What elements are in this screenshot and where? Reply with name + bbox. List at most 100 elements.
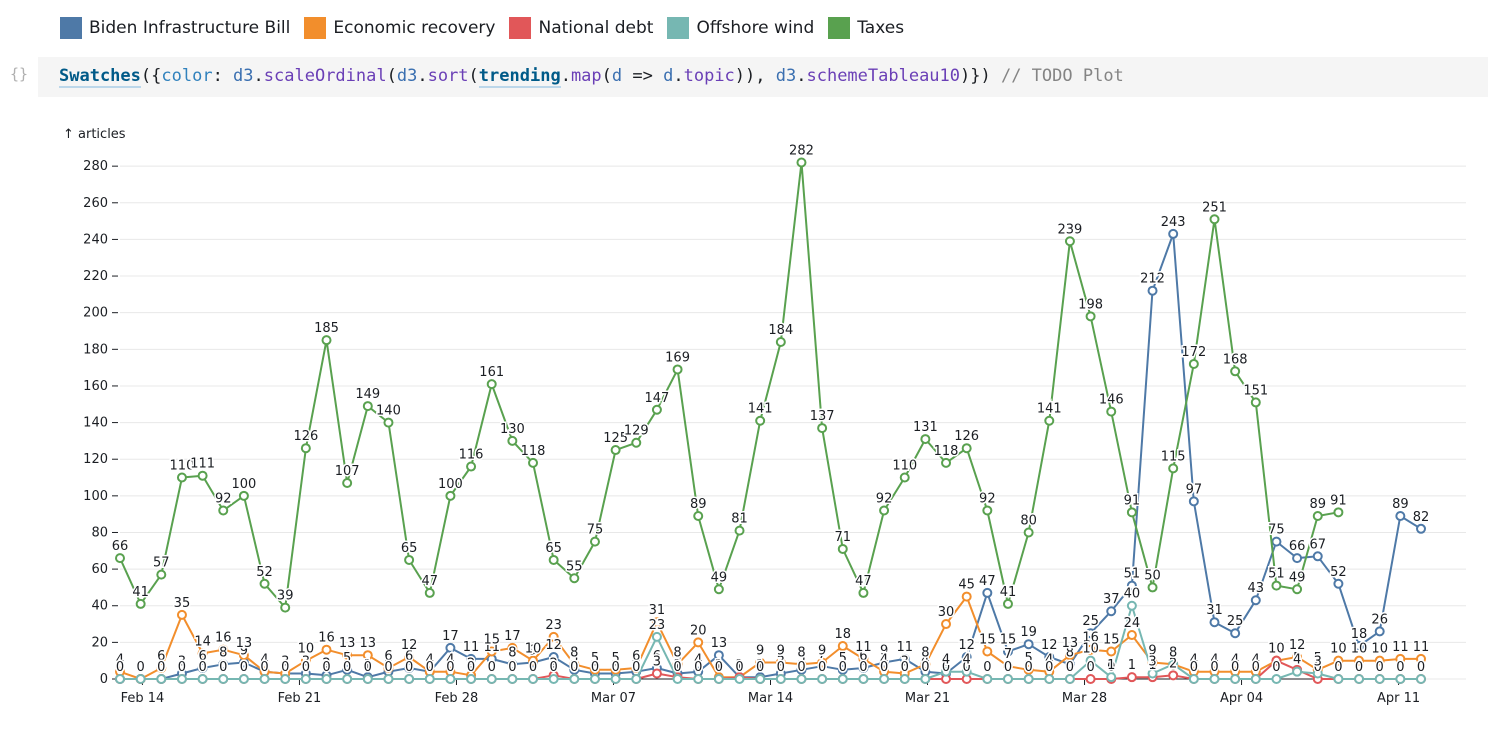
cell-braces-icon[interactable]: {} [10,65,29,83]
code-cell[interactable] [38,57,1488,97]
code-token: ( [468,66,479,86]
data-label: 0 [859,660,867,675]
code-token: )), [734,66,776,86]
data-label: 0 [137,660,145,675]
x-tick-label: Mar 21 [905,691,950,706]
data-label: 0 [343,660,351,675]
data-point [300,655,311,666]
data-point [1312,551,1323,562]
code-token: // TODO Plot [1000,66,1124,86]
data-point [135,598,146,609]
x-tick-label: Feb 14 [121,691,165,706]
data-label: 0 [694,660,702,675]
data-point [507,642,518,653]
data-label: 0 [1376,660,1384,675]
data-label: 31 [1206,603,1223,618]
data-label: 11 [896,640,913,655]
data-label: 0 [1355,660,1363,675]
data-label: 4 [426,653,434,668]
data-label: 0 [859,660,867,675]
data-point [362,674,373,684]
data-label: 4 [116,653,124,668]
data-label: 16 [1082,631,1099,646]
data-point [156,569,167,580]
data-label: 137 [810,409,835,424]
data-label: 10 [1330,642,1347,657]
data-label: 51 [1268,567,1285,582]
data-point [961,443,972,454]
data-point [156,674,167,684]
data-point [218,659,229,670]
data-label: 1 [735,658,743,673]
data-point [796,674,807,684]
data-point [486,379,497,390]
data-point [238,650,249,661]
legend-item: National debt [509,17,653,39]
data-point [755,415,766,426]
data-label: 243 [1161,215,1186,230]
data-label: 24 [1124,616,1141,631]
data-point [1416,674,1426,684]
data-label: 6 [405,649,413,664]
data-label: 0 [777,660,785,675]
data-point [1395,674,1406,684]
data-label: 0 [1417,660,1425,675]
data-label: 0 [467,660,475,675]
data-label: 57 [153,556,170,571]
data-point [404,663,415,674]
data-point [982,505,993,516]
data-point [651,404,662,415]
data-label: 5 [1293,651,1301,666]
data-label: 8 [673,645,681,660]
data-point [1106,646,1117,657]
data-point [528,457,539,468]
data-label: 47 [421,574,438,589]
data-label: 5 [611,651,619,666]
data-label: 0 [260,660,268,675]
data-label: 47 [979,574,996,589]
data-label: 2 [550,656,558,671]
data-point [1292,584,1303,595]
data-label: 15 [1103,633,1120,648]
data-point [1023,639,1034,650]
data-point [528,655,539,666]
legend-label: Taxes [857,18,905,38]
data-label: 4 [1210,653,1218,668]
data-point [445,674,456,684]
data-label: 0 [550,660,558,675]
data-point [610,674,621,684]
data-point [589,674,600,684]
data-point [466,653,477,664]
code-token: d3 [233,66,254,86]
data-point [197,470,208,481]
data-label: 43 [1248,581,1265,596]
data-point [1085,674,1096,684]
data-label: 0 [137,660,145,675]
data-label: 0 [983,660,991,675]
data-point [404,554,415,565]
data-point [507,435,518,446]
data-label: 2 [1169,656,1177,671]
data-label: 50 [1144,568,1161,583]
data-point [817,657,828,668]
data-point [1126,507,1137,518]
data-point [569,573,580,584]
data-label: 0 [322,660,330,675]
data-point [466,461,477,472]
data-label: 10 [1371,642,1388,657]
data-label: 6 [859,649,867,664]
data-label: 8 [797,645,805,660]
data-label: 0 [529,660,537,675]
code-line[interactable]: Swatches({color: d3.scaleOrdinal(d3.sort… [59,63,1124,89]
data-label: 9 [880,644,888,659]
data-label: 0 [178,660,186,675]
data-label: 8 [508,645,516,660]
data-point [156,663,167,674]
data-point [218,644,229,655]
data-point [837,674,848,684]
data-label: 0 [1314,660,1322,675]
data-label: 0 [488,660,496,675]
data-label: 1 [756,658,764,673]
data-point [1106,672,1117,683]
